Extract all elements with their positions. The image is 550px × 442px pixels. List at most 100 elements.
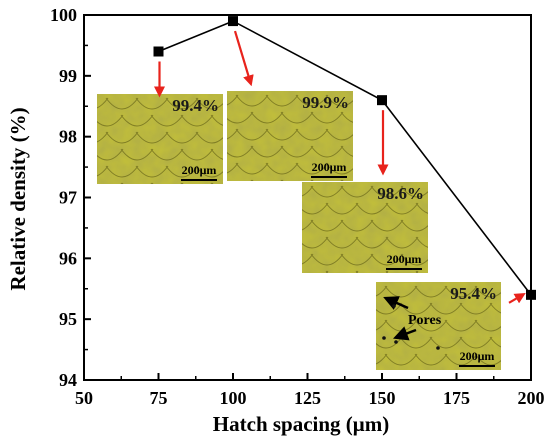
melt-pool-arc [250, 145, 284, 158]
y-tick-label: 94 [59, 370, 77, 390]
x-tick-label: 150 [369, 388, 396, 408]
melt-pool-arc [250, 179, 284, 181]
melt-pool-arc [459, 336, 493, 349]
melt-pool-tracks [227, 94, 353, 181]
melt-pool-arc [265, 94, 299, 107]
melt-pool-arc [97, 131, 109, 143]
melt-pool-arc [384, 353, 418, 366]
melt-pool-arc [235, 94, 269, 107]
melt-pool-arc [385, 202, 419, 215]
melt-pool-arc [150, 182, 184, 184]
data-point [377, 95, 387, 106]
melt-pool-arc [135, 165, 169, 178]
melt-pool-arc [302, 185, 314, 197]
melt-pool-arc [235, 128, 269, 141]
melt-pool-arc [280, 145, 314, 158]
melt-pool-arc [105, 97, 139, 110]
melt-pool-arc [120, 182, 154, 184]
pore [394, 340, 398, 344]
melt-pool-arc [227, 162, 239, 174]
melt-pool-arc [265, 162, 299, 175]
melt-pool-arc [376, 319, 388, 331]
melt-pool-arc [325, 162, 353, 175]
melt-pool-arc [105, 131, 139, 144]
melt-pool-arc [414, 353, 448, 366]
scale-bar-label: 200μm [387, 252, 422, 266]
melt-pool-arc [135, 97, 169, 110]
melt-pool-arc [340, 145, 353, 157]
inset-density-label: 95.4% [450, 284, 497, 303]
melt-pool-arc [385, 236, 419, 249]
y-axis-label: Relative density (%) [6, 107, 30, 290]
melt-pool-arc [180, 148, 214, 161]
melt-pool-arc [97, 148, 124, 161]
melt-pool-arc [429, 336, 463, 349]
melt-pool-arc [295, 128, 329, 141]
melt-pool-arc [302, 253, 314, 265]
melt-pool-arc [195, 97, 223, 110]
pores-annotation: Pores [408, 313, 442, 328]
melt-pool-arc [265, 128, 299, 141]
melt-pool-arc [302, 202, 329, 215]
melt-pool-arc [302, 219, 314, 231]
melt-pool-arc [325, 236, 359, 249]
pore [436, 346, 440, 350]
melt-pool-arc [165, 165, 199, 178]
melt-pool-arc [370, 185, 404, 198]
melt-pool-arc [376, 285, 388, 297]
melt-pool-arc [474, 319, 501, 332]
melt-pool-arc [340, 111, 353, 123]
y-tick-label: 100 [50, 5, 77, 25]
melt-pool-arc [165, 97, 199, 110]
data-point [228, 16, 238, 27]
inset-density-label: 99.9% [302, 93, 349, 112]
melt-pool-arc [400, 185, 428, 198]
melt-pool-arc [227, 128, 239, 140]
axis-ticks: 50 75 100 125 150 175 200 94 95 96 97 98 99 100 [50, 5, 545, 408]
melt-pool-arc [340, 219, 374, 232]
y-tick-label: 98 [59, 127, 77, 147]
inset-density-label: 99.4% [172, 96, 219, 115]
scale-bar-label: 200μm [312, 160, 347, 174]
x-tick-label: 175 [443, 388, 470, 408]
melt-pool-arc [180, 114, 214, 127]
melt-pool-arc [250, 111, 284, 124]
melt-pool-arc [180, 182, 214, 184]
data-points [153, 16, 536, 300]
inset-arrow [508, 293, 526, 304]
melt-pool-tracks [302, 185, 428, 273]
melt-pool-arc [280, 111, 314, 124]
y-tick-label: 96 [59, 248, 77, 268]
melt-pool-arc [302, 236, 329, 249]
melt-pool-arc [400, 219, 428, 232]
melt-pool-arc [235, 162, 269, 175]
melt-pool-arc [227, 111, 254, 124]
melt-pool-arc [120, 148, 154, 161]
density-line [158, 20, 532, 296]
melt-pool-arc [295, 162, 329, 175]
scale-bar-label: 200μm [460, 349, 495, 363]
melt-pool-tracks [97, 97, 223, 184]
melt-pool-arc [195, 165, 223, 178]
melt-pool-arc [310, 145, 344, 158]
melt-pool-arc [210, 148, 223, 160]
pore [392, 304, 396, 308]
melt-pool-arc [105, 165, 139, 178]
melt-pool-arc [444, 285, 478, 298]
melt-pool-arc [355, 202, 389, 215]
y-tick-label: 99 [59, 66, 77, 86]
melt-pool-arc [444, 319, 478, 332]
series-line [158, 20, 532, 296]
melt-pool-arc [150, 114, 184, 127]
melt-pool-arc [227, 94, 239, 106]
micrograph-inset: 99.4% 200μm [97, 94, 223, 184]
micrograph-texture [302, 182, 428, 273]
melt-pool-arc [150, 148, 184, 161]
inset-density-label: 98.6% [377, 184, 424, 203]
micrograph-inset: 99.9% 200μm [227, 91, 353, 181]
melt-pool-arc [325, 202, 359, 215]
melt-pool-arc [310, 253, 344, 266]
melt-pool-arc [135, 131, 169, 144]
x-tick-label: 50 [75, 388, 93, 408]
melt-pool-arc [310, 111, 344, 124]
